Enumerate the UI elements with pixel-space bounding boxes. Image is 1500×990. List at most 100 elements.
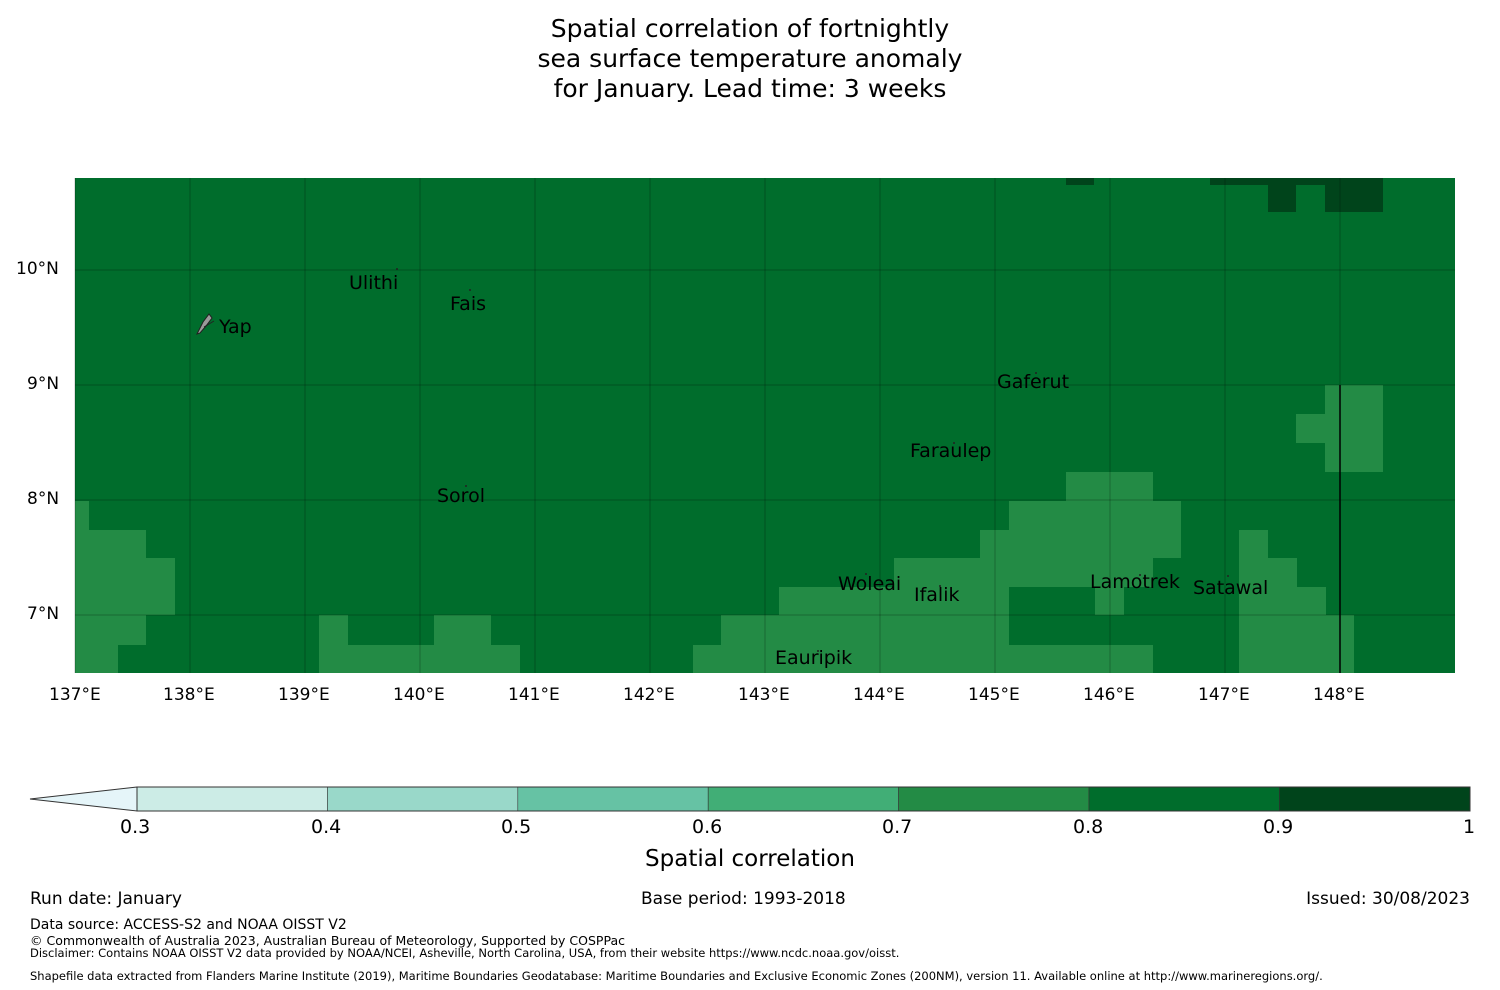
- x-tick-147: 147°E: [1198, 685, 1250, 705]
- y-tick-10n: 10°N: [16, 259, 59, 279]
- corr-cell-0.9-1: [1210, 178, 1383, 185]
- title-line-1: Spatial correlation of fortnightly: [550, 14, 950, 43]
- island-label-gaferut: Gaferut: [997, 371, 1070, 393]
- corr-cell-0.7-0.8: [1239, 558, 1297, 587]
- island-label-satawal: Satawal: [1193, 577, 1269, 599]
- colorbar-tick-0.6: 0.6: [692, 816, 723, 838]
- corr-cell-0.7-0.8: [1009, 501, 1181, 558]
- x-tick-144: 144°E: [853, 685, 905, 705]
- corr-cell-0.7-0.8: [693, 645, 721, 673]
- corr-cell-0.9-1: [1066, 178, 1094, 185]
- x-tick-138: 138°E: [163, 685, 215, 705]
- colorbar-tick-0.3: 0.3: [120, 816, 151, 838]
- colorbar-extend-arrow: [29, 786, 138, 812]
- corr-cell-0.9-1: [1325, 185, 1383, 212]
- corr-cell-0.7-0.8: [75, 558, 175, 615]
- colorbar-segment: [136, 786, 328, 812]
- island-label-lamotrek: Lamotrek: [1090, 571, 1180, 593]
- yap-island-icon: [196, 313, 215, 335]
- corr-cell-0.7-0.8: [1239, 530, 1268, 558]
- y-tick-8n: 8°N: [27, 489, 60, 509]
- island-label-eauripik: Eauripik: [775, 647, 853, 669]
- corr-cell-0.7-0.8: [894, 558, 1009, 587]
- x-tick-143: 143°E: [738, 685, 790, 705]
- colorbar-segment: [707, 786, 899, 812]
- colorbar-segment: [517, 786, 709, 812]
- island-dot: [1035, 372, 1037, 374]
- corr-cell-0.7-0.8: [1239, 587, 1326, 615]
- correlation-grid: [75, 178, 1455, 673]
- island-label-sorol: Sorol: [437, 485, 485, 507]
- x-tick-142: 142°E: [623, 685, 675, 705]
- run-date: Run date: January: [30, 889, 182, 909]
- colorbar-tick-0.4: 0.4: [311, 816, 342, 838]
- copyright: © Commonwealth of Australia 2023, Austra…: [30, 933, 625, 948]
- corr-cell-0.7-0.8: [434, 615, 491, 645]
- colorbar-tick-0.8: 0.8: [1073, 816, 1104, 838]
- corr-cell-0.7-0.8: [779, 587, 1009, 615]
- island-dot: [865, 573, 867, 575]
- corr-cell-0.7-0.8: [1009, 645, 1153, 673]
- corr-cell-0.7-0.8: [980, 530, 1009, 558]
- island-dot: [396, 268, 398, 270]
- x-tick-148: 148°E: [1313, 685, 1365, 705]
- x-tick-145: 145°E: [968, 685, 1020, 705]
- island-label-faraulep: Faraulep: [910, 440, 992, 462]
- colorbar-frame: [136, 786, 1471, 812]
- y-tick-7n: 7°N: [27, 604, 60, 624]
- x-tick-141: 141°E: [508, 685, 560, 705]
- title-line-2: sea surface temperature anomaly: [537, 44, 963, 73]
- colorbar-segment: [898, 786, 1090, 812]
- island-label-fais: Fais: [450, 293, 487, 315]
- island-label-woleai: Woleai: [838, 573, 902, 595]
- y-tick-9n: 9°N: [27, 374, 60, 394]
- base-period: Base period: 1993-2018: [641, 889, 846, 909]
- corr-cell-0.7-0.8: [1296, 414, 1325, 443]
- title-line-3: for January. Lead time: 3 weeks: [553, 74, 947, 103]
- corr-cell-0.7-0.8: [75, 501, 89, 530]
- island-label-ifalik: Ifalik: [914, 584, 960, 606]
- island-dot: [465, 485, 467, 487]
- island-dot: [817, 650, 819, 652]
- corr-cell-0.7-0.8: [1239, 615, 1354, 673]
- corr-cell-0.9-1: [1268, 185, 1296, 212]
- map-field: [75, 178, 1455, 673]
- island-dot: [939, 585, 941, 587]
- disclaimer: Disclaimer: Contains NOAA OISST V2 data …: [30, 946, 900, 960]
- island-dot: [1227, 575, 1229, 577]
- x-tick-139: 139°E: [278, 685, 330, 705]
- corr-cell-0.7-0.8: [319, 645, 520, 673]
- island-dot: [1139, 574, 1141, 576]
- data-source: Data source: ACCESS-S2 and NOAA OISST V2: [30, 917, 347, 933]
- map-title: Spatial correlation of fortnightly sea s…: [0, 14, 1500, 104]
- colorbar-segment: [327, 786, 519, 812]
- colorbar-tick-1: 1: [1463, 816, 1476, 838]
- shapefile-credit: Shapefile data extracted from Flanders M…: [30, 969, 1323, 983]
- corr-cell-0.7-0.8: [721, 615, 1009, 673]
- colorbar-tick-0.7: 0.7: [882, 816, 913, 838]
- corr-cell-0.7-0.8: [1066, 472, 1153, 501]
- graticule: [74, 178, 1455, 673]
- issued-date: Issued: 30/08/2023: [1306, 889, 1470, 909]
- colorbar-segment: [1088, 786, 1280, 812]
- corr-cell-0.7-0.8: [75, 645, 118, 673]
- corr-cell-0.7-0.8: [1009, 558, 1153, 587]
- island-dot: [469, 289, 471, 291]
- x-tick-137: 137°E: [49, 685, 101, 705]
- colorbar-tick-0.9: 0.9: [1263, 816, 1294, 838]
- colorbar-segment: [1279, 786, 1471, 812]
- corr-cell-0.7-0.8: [75, 615, 146, 645]
- colorbar-tick-0.5: 0.5: [501, 816, 532, 838]
- island-label-yap: Yap: [219, 316, 252, 338]
- corr-cell-0.7-0.8: [1325, 385, 1383, 472]
- island-dot: [953, 442, 955, 444]
- corr-cell-0.7-0.8: [75, 530, 146, 558]
- island-label-ulithi: Ulithi: [349, 272, 399, 294]
- corr-cell-0.7-0.8: [1095, 587, 1124, 615]
- colorbar-label: Spatial correlation: [645, 846, 855, 872]
- corr-cell-0.7-0.8: [319, 615, 348, 645]
- x-tick-140: 140°E: [393, 685, 445, 705]
- colorbar: [29, 786, 1471, 812]
- x-tick-146: 146°E: [1083, 685, 1135, 705]
